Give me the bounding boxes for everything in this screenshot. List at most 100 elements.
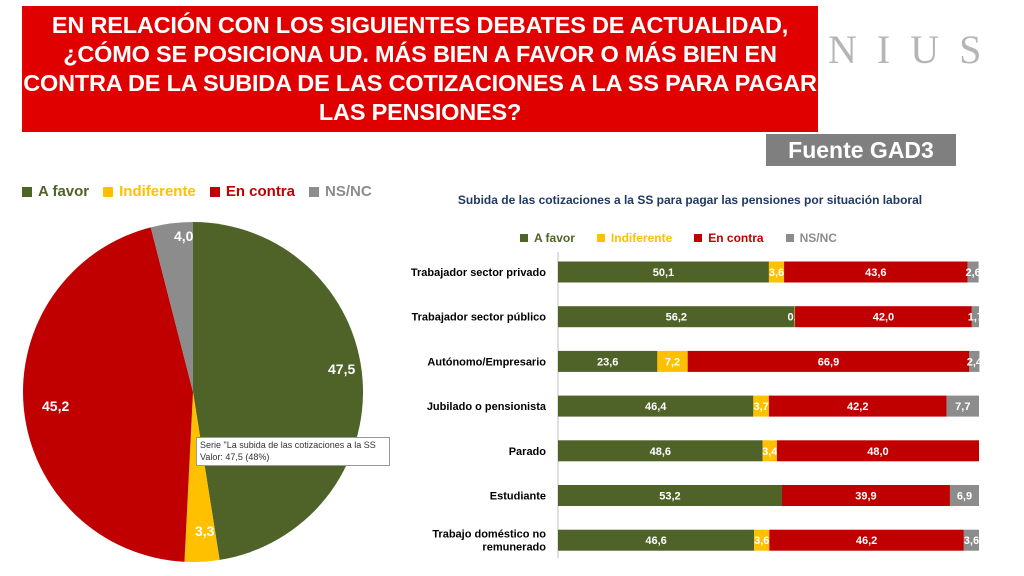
bar-value-label: 7,2 [665, 356, 680, 368]
bar-value-label: 56,2 [666, 312, 687, 324]
bar-value-label: 48,6 [650, 446, 671, 458]
bar-segment-indiferente [753, 395, 769, 417]
pie-label-indiferente: 3,3 [195, 523, 215, 539]
bar-segment-contra [784, 261, 968, 283]
bar-value-label: 3,6 [964, 535, 979, 547]
bar-value-label: 3,7 [753, 401, 768, 413]
bar-legend-label-indiferente: Indiferente [610, 231, 673, 245]
bar-segment-contra [768, 395, 947, 417]
tooltip-value-line: Valor: 47,5 (48%) [200, 452, 270, 462]
bar-value-label: 66,9 [818, 356, 839, 368]
tooltip-series-line: Serie "La subida de las cotizaciones a l… [200, 440, 376, 450]
bar-value-label: 46,6 [645, 535, 666, 547]
bar-segment-favor [558, 529, 755, 551]
bar-segment-indiferente [657, 350, 688, 372]
legend-label-favor: A favor [38, 183, 90, 200]
pie-legend: A favor Indiferente En contra NS/NC [22, 183, 372, 200]
bar-legend-swatch-contra [694, 234, 703, 242]
bar-value-label: 23,6 [597, 356, 618, 368]
bar-segment-indiferente [768, 261, 785, 283]
page-title: EN RELACIÓN CON LOS SIGUIENTES DEBATES D… [23, 12, 817, 125]
bar-chart-title: Subida de las cotizaciones a la SS para … [457, 193, 923, 207]
bar-segment-nsnc [971, 306, 979, 328]
pie-label-nsnc: 4,0 [174, 228, 194, 244]
legend-label-indiferente: Indiferente [119, 183, 196, 200]
bar-segment-indiferente [762, 440, 777, 462]
legend-item-favor: A favor [22, 183, 89, 200]
bar-value-label: 53,2 [659, 491, 680, 503]
bar-legend-label-favor: A favor [534, 231, 575, 245]
category-label: Parado [509, 446, 547, 458]
category-label: Trabajador sector privado [411, 267, 546, 279]
bar-segment-nsnc [963, 529, 979, 551]
legend-label-contra: En contra [225, 183, 295, 200]
legend-item-nsnc: NS/NC [309, 183, 372, 200]
bar-segment-favor [558, 485, 782, 506]
bar-legend-item-indiferente: Indiferente [596, 231, 673, 245]
bar-segment-contra [781, 485, 950, 506]
bar-value-label: 42,0 [873, 312, 894, 324]
bar-segment-favor [558, 306, 795, 328]
bar-value-label: 3,6 [769, 267, 784, 279]
bar-value-label: 6,9 [957, 491, 972, 503]
category-label: Autónomo/Empresario [427, 356, 546, 368]
bar-segment-contra [687, 350, 970, 372]
pie-slice-favor [193, 222, 364, 560]
bar-value-label: 50,1 [653, 267, 674, 279]
bar-value-label: 2,4 [967, 356, 983, 368]
category-label: Estudiante [490, 491, 546, 503]
legend-swatch-favor [22, 186, 32, 197]
bar-legend: A favor Indiferente En contra NS/NC [520, 231, 837, 245]
bar-legend-label-nsnc: NS/NC [799, 231, 837, 245]
bar-legend-item-nsnc: NS/NC [785, 231, 837, 245]
legend-label-nsnc: NS/NC [325, 183, 372, 200]
legend-swatch-contra [209, 186, 220, 197]
bar-value-label: 7,7 [955, 401, 970, 413]
bar-value-label: 48,0 [867, 446, 888, 458]
pie-slice-indiferente [184, 392, 220, 562]
bar-value-label: 3,4 [762, 446, 778, 458]
bar-legend-swatch-favor [520, 234, 528, 242]
bar-segment-indiferente [754, 529, 770, 551]
bar-segment-contra [776, 440, 979, 462]
bar-legend-swatch-nsnc [785, 234, 794, 242]
title-banner: EN RELACIÓN CON LOS SIGUIENTES DEBATES D… [22, 6, 818, 132]
pie-label-contra: 45,2 [42, 398, 69, 414]
pie-tooltip: Serie "La subida de las cotizaciones a l… [196, 437, 390, 466]
bar-legend-label-contra: En contra [708, 231, 764, 245]
bar-segment-nsnc [969, 350, 980, 372]
bar-value-label: 42,2 [847, 401, 868, 413]
bar-value-label: 39,9 [855, 491, 876, 503]
category-label: Trabajo doméstico no remunerado [432, 529, 546, 554]
bar-legend-item-contra: En contra [694, 231, 764, 245]
category-label: Trabajador sector público [412, 312, 547, 324]
bar-value-label: 1,7 [968, 312, 983, 324]
bar-value-label: 2,6 [965, 267, 980, 279]
legend-swatch-indiferente [103, 186, 114, 197]
bar-legend-swatch-indiferente [596, 234, 605, 242]
bar-value-label: 46,2 [856, 535, 877, 547]
legend-swatch-nsnc [309, 186, 319, 197]
bar-segment-nsnc [946, 395, 979, 417]
bar-segment-favor [558, 440, 763, 462]
bar-segment-nsnc [967, 261, 979, 283]
bar-segment-contra [769, 529, 964, 551]
source-badge: Fuente GAD3 [766, 134, 956, 166]
brand-logo: NIUS [828, 27, 1002, 72]
bar-segment-favor [558, 395, 754, 417]
bar-value-label: 43,6 [865, 267, 886, 279]
legend-item-contra: En contra [209, 183, 295, 200]
pie-chart: 47,5 3,3 45,2 4,0 [23, 222, 364, 562]
bar-legend-item-favor: A favor [520, 231, 575, 245]
bar-segment-favor [558, 261, 769, 283]
bar-segment-favor [558, 350, 658, 372]
pie-slice-nsnc [150, 222, 193, 392]
legend-item-indiferente: Indiferente [103, 183, 196, 200]
bar-value-label: 3,6 [754, 535, 769, 547]
category-label: Jubilado o pensionista [427, 401, 547, 413]
bar-value-label: 46,4 [645, 401, 667, 413]
pie-label-favor: 47,5 [328, 361, 355, 377]
bar-segment-nsnc [949, 485, 979, 506]
pie-slice-contra [23, 227, 194, 562]
